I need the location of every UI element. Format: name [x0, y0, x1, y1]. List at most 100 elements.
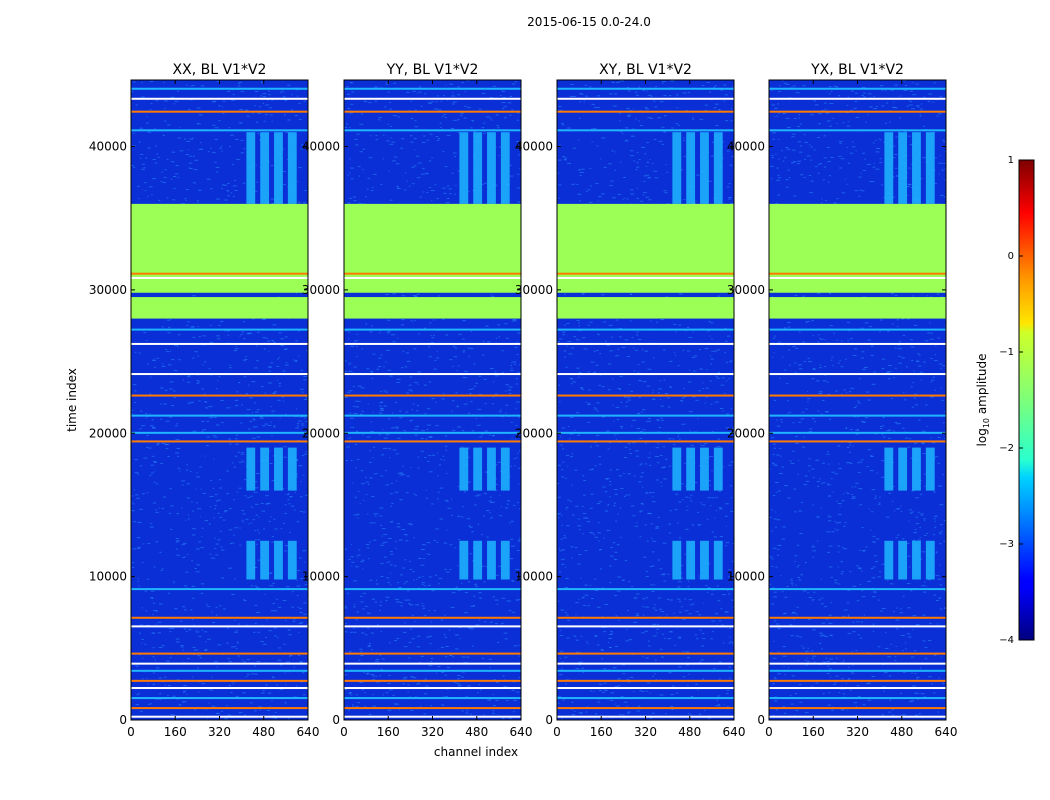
time-stripe	[557, 616, 734, 619]
rfi-block	[925, 132, 935, 204]
time-stripe	[131, 394, 308, 397]
x-tick-label: 480	[252, 725, 275, 739]
time-stripe	[769, 328, 946, 331]
rfi-block	[884, 132, 894, 204]
time-stripe	[769, 431, 946, 434]
time-stripe	[769, 87, 946, 90]
y-tick-label: 30000	[515, 283, 553, 297]
rfi-block	[713, 540, 723, 580]
rfi-block	[912, 447, 921, 491]
y-tick-label: 10000	[515, 570, 553, 584]
rfi-block	[260, 132, 270, 204]
time-stripe	[131, 110, 308, 113]
time-stripe	[131, 707, 308, 710]
time-stripe	[769, 662, 946, 665]
time-stripe	[769, 373, 946, 376]
rfi-block	[473, 132, 483, 204]
rfi-block	[700, 540, 709, 580]
rfi-block	[473, 540, 483, 580]
time-stripe	[557, 87, 734, 90]
rfi-block	[700, 132, 709, 204]
time-stripe	[557, 342, 734, 345]
time-stripe	[131, 625, 308, 628]
x-axis-label: channel index	[434, 745, 518, 759]
colorbar-tick-label: 0	[1008, 251, 1014, 262]
time-stripe	[557, 662, 734, 665]
rfi-block	[487, 447, 496, 491]
time-stripe	[769, 697, 946, 700]
rfi-block	[500, 447, 510, 491]
rfi-block	[287, 132, 297, 204]
x-tick-label: 160	[802, 725, 825, 739]
x-tick-label: 0	[340, 725, 348, 739]
x-tick-label: 320	[846, 725, 869, 739]
panel-3: YX, BL V1*V2 0 160 320 480 640 0 10000 20000 3000…	[727, 62, 958, 739]
panels: XX, BL V1*V2 0 160 320 480 640 0 10000 20000 3000…	[89, 62, 958, 739]
time-stripe	[769, 414, 946, 417]
y-tick-label: 10000	[302, 570, 340, 584]
time-stripe	[769, 110, 946, 113]
x-tick-label: 480	[465, 725, 488, 739]
time-stripe	[344, 707, 521, 710]
rfi-block	[500, 540, 510, 580]
flagged-period	[131, 203, 308, 293]
rfi-block	[260, 540, 270, 580]
time-stripe	[131, 669, 308, 672]
time-stripe	[557, 707, 734, 710]
colorbar: 10−1−2−3−4 log10 amplitude	[975, 155, 1035, 646]
rfi-block	[487, 132, 496, 204]
time-stripe	[769, 625, 946, 628]
y-tick-label: 20000	[515, 426, 553, 440]
colorbar-label-prefix: log	[975, 428, 989, 446]
time-stripe	[131, 697, 308, 700]
time-stripe	[344, 588, 521, 591]
colorbar-tick-label: −4	[999, 635, 1014, 646]
time-stripe	[769, 679, 946, 682]
rfi-block	[287, 447, 297, 491]
rfi-block	[912, 132, 921, 204]
rfi-block	[500, 132, 510, 204]
time-stripe	[769, 687, 946, 690]
time-stripe	[344, 342, 521, 345]
time-stripe	[344, 687, 521, 690]
time-stripe	[557, 414, 734, 417]
y-tick-label: 30000	[727, 283, 765, 297]
y-tick-label: 40000	[89, 140, 127, 154]
time-stripe	[557, 394, 734, 397]
time-stripe	[769, 669, 946, 672]
time-stripe	[131, 129, 308, 132]
rfi-block	[459, 132, 469, 204]
time-stripe	[131, 328, 308, 331]
flagged-period	[131, 297, 308, 319]
time-stripe	[131, 679, 308, 682]
panel-title: YY, BL V1*V2	[386, 62, 479, 78]
time-stripe	[769, 276, 946, 279]
rfi-block	[884, 540, 894, 580]
time-stripe	[344, 394, 521, 397]
y-tick-label: 10000	[89, 570, 127, 584]
time-stripe	[344, 110, 521, 113]
time-stripe	[769, 97, 946, 100]
time-stripe	[344, 276, 521, 279]
panel-title: XX, BL V1*V2	[173, 62, 267, 78]
rfi-block	[713, 132, 723, 204]
time-stripe	[557, 679, 734, 682]
panel-0: XX, BL V1*V2 0 160 320 480 640 0 10000 20000 3000…	[89, 62, 320, 739]
rfi-block	[686, 132, 696, 204]
y-tick-label: 40000	[515, 140, 553, 154]
time-stripe	[131, 440, 308, 443]
time-stripe	[344, 87, 521, 90]
x-tick-label: 640	[935, 725, 958, 739]
time-stripe	[769, 394, 946, 397]
colorbar-tick-label: 1	[1008, 155, 1014, 166]
time-stripe	[557, 697, 734, 700]
time-stripe	[344, 328, 521, 331]
time-stripe	[557, 625, 734, 628]
rfi-block	[686, 540, 696, 580]
x-tick-label: 160	[164, 725, 187, 739]
time-stripe	[557, 110, 734, 113]
colorbar-tick-label: −2	[999, 443, 1014, 454]
rfi-block	[672, 540, 682, 580]
x-tick-label: 0	[765, 725, 773, 739]
time-stripe	[344, 669, 521, 672]
